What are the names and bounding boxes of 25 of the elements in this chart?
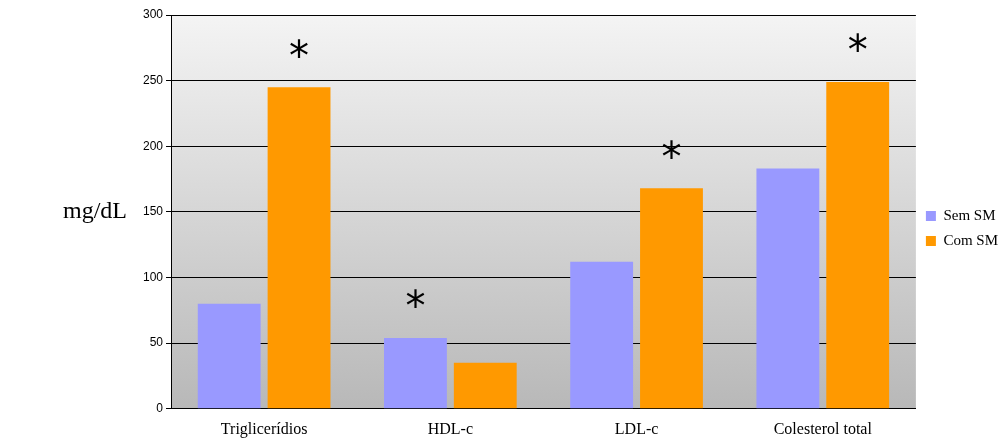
x-tick-label: HDL-c [427, 419, 474, 437]
x-tick-label: Triglicerídios [220, 419, 308, 438]
legend-label: Com SM [943, 231, 999, 248]
bar [640, 188, 703, 409]
annotation: * [289, 32, 310, 79]
y-tick-label: 100 [142, 269, 164, 284]
bar [756, 168, 820, 409]
y-tick-label: 50 [149, 335, 164, 350]
x-tick-label: LDL-c [614, 419, 659, 437]
bar [267, 87, 331, 409]
bar [826, 81, 890, 409]
y-tick-label: 0 [156, 401, 164, 416]
y-axis-title: mg/dL [63, 197, 127, 224]
y-tick-label: 200 [142, 138, 164, 153]
annotation: * [847, 27, 868, 74]
bar [384, 337, 447, 409]
bar [570, 261, 634, 409]
y-tick-label: 300 [142, 7, 164, 22]
y-tick-label: 250 [142, 72, 164, 87]
bar [453, 362, 517, 409]
legend-label: Sem SM [943, 206, 996, 223]
y-tick-label: 150 [142, 204, 164, 219]
x-tick-label: Colesterol total [773, 419, 873, 437]
annotation: * [405, 283, 426, 330]
bar [197, 303, 261, 409]
